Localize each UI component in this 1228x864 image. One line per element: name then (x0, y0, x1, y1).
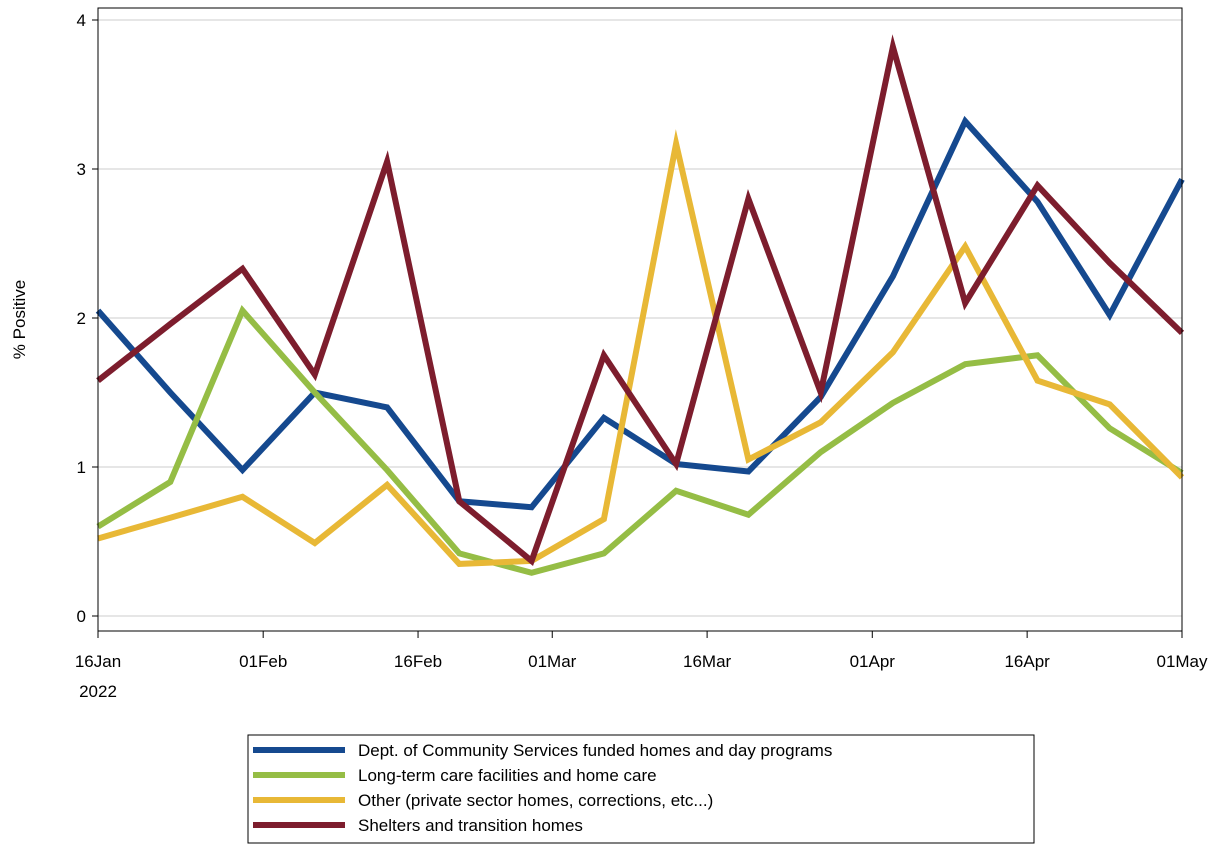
axis-layer: 0 1 2 3 4 16Jan 2022 01Feb 16Feb 01Mar 16Mar 01Apr 1… (75, 11, 1208, 701)
y-tick-label: 3 (77, 160, 86, 179)
x-tick-label: 16Jan (75, 652, 121, 671)
y-axis-title: % Positive (10, 280, 29, 359)
legend-label: Long-term care facilities and home care (358, 766, 657, 785)
legend-label: Dept. of Community Services funded homes… (358, 741, 832, 760)
legend-frame (247, 734, 1035, 844)
x-tick-label: 16Mar (683, 652, 732, 671)
y-tick-label: 0 (77, 607, 86, 626)
y-tick-label: 4 (77, 11, 86, 30)
x-tick-label: 01Feb (239, 652, 287, 671)
x-tick-label: 16Feb (394, 652, 442, 671)
series-layer (95, 34, 1185, 576)
series-line-3 (97, 129, 1185, 567)
series-line-4 (96, 34, 1185, 566)
y-tick-label: 1 (77, 458, 86, 477)
y-tick-label: 2 (77, 309, 86, 328)
legend-label: Other (private sector homes, corrections… (358, 791, 713, 810)
series-line-2 (96, 305, 1184, 576)
x-tick-sublabel: 2022 (79, 682, 117, 701)
legend-items: Dept. of Community Services funded homes… (253, 741, 832, 835)
x-tick-label: 16Apr (1004, 652, 1050, 671)
series-line-1 (95, 115, 1185, 511)
plot-frame (97, 7, 1183, 632)
x-tick-label: 01Mar (528, 652, 577, 671)
legend-label: Shelters and transition homes (358, 816, 583, 835)
legend: Dept. of Community Services funded homes… (247, 734, 1035, 844)
x-tick-label: 01May (1156, 652, 1208, 671)
x-tick-label: 01Apr (850, 652, 896, 671)
